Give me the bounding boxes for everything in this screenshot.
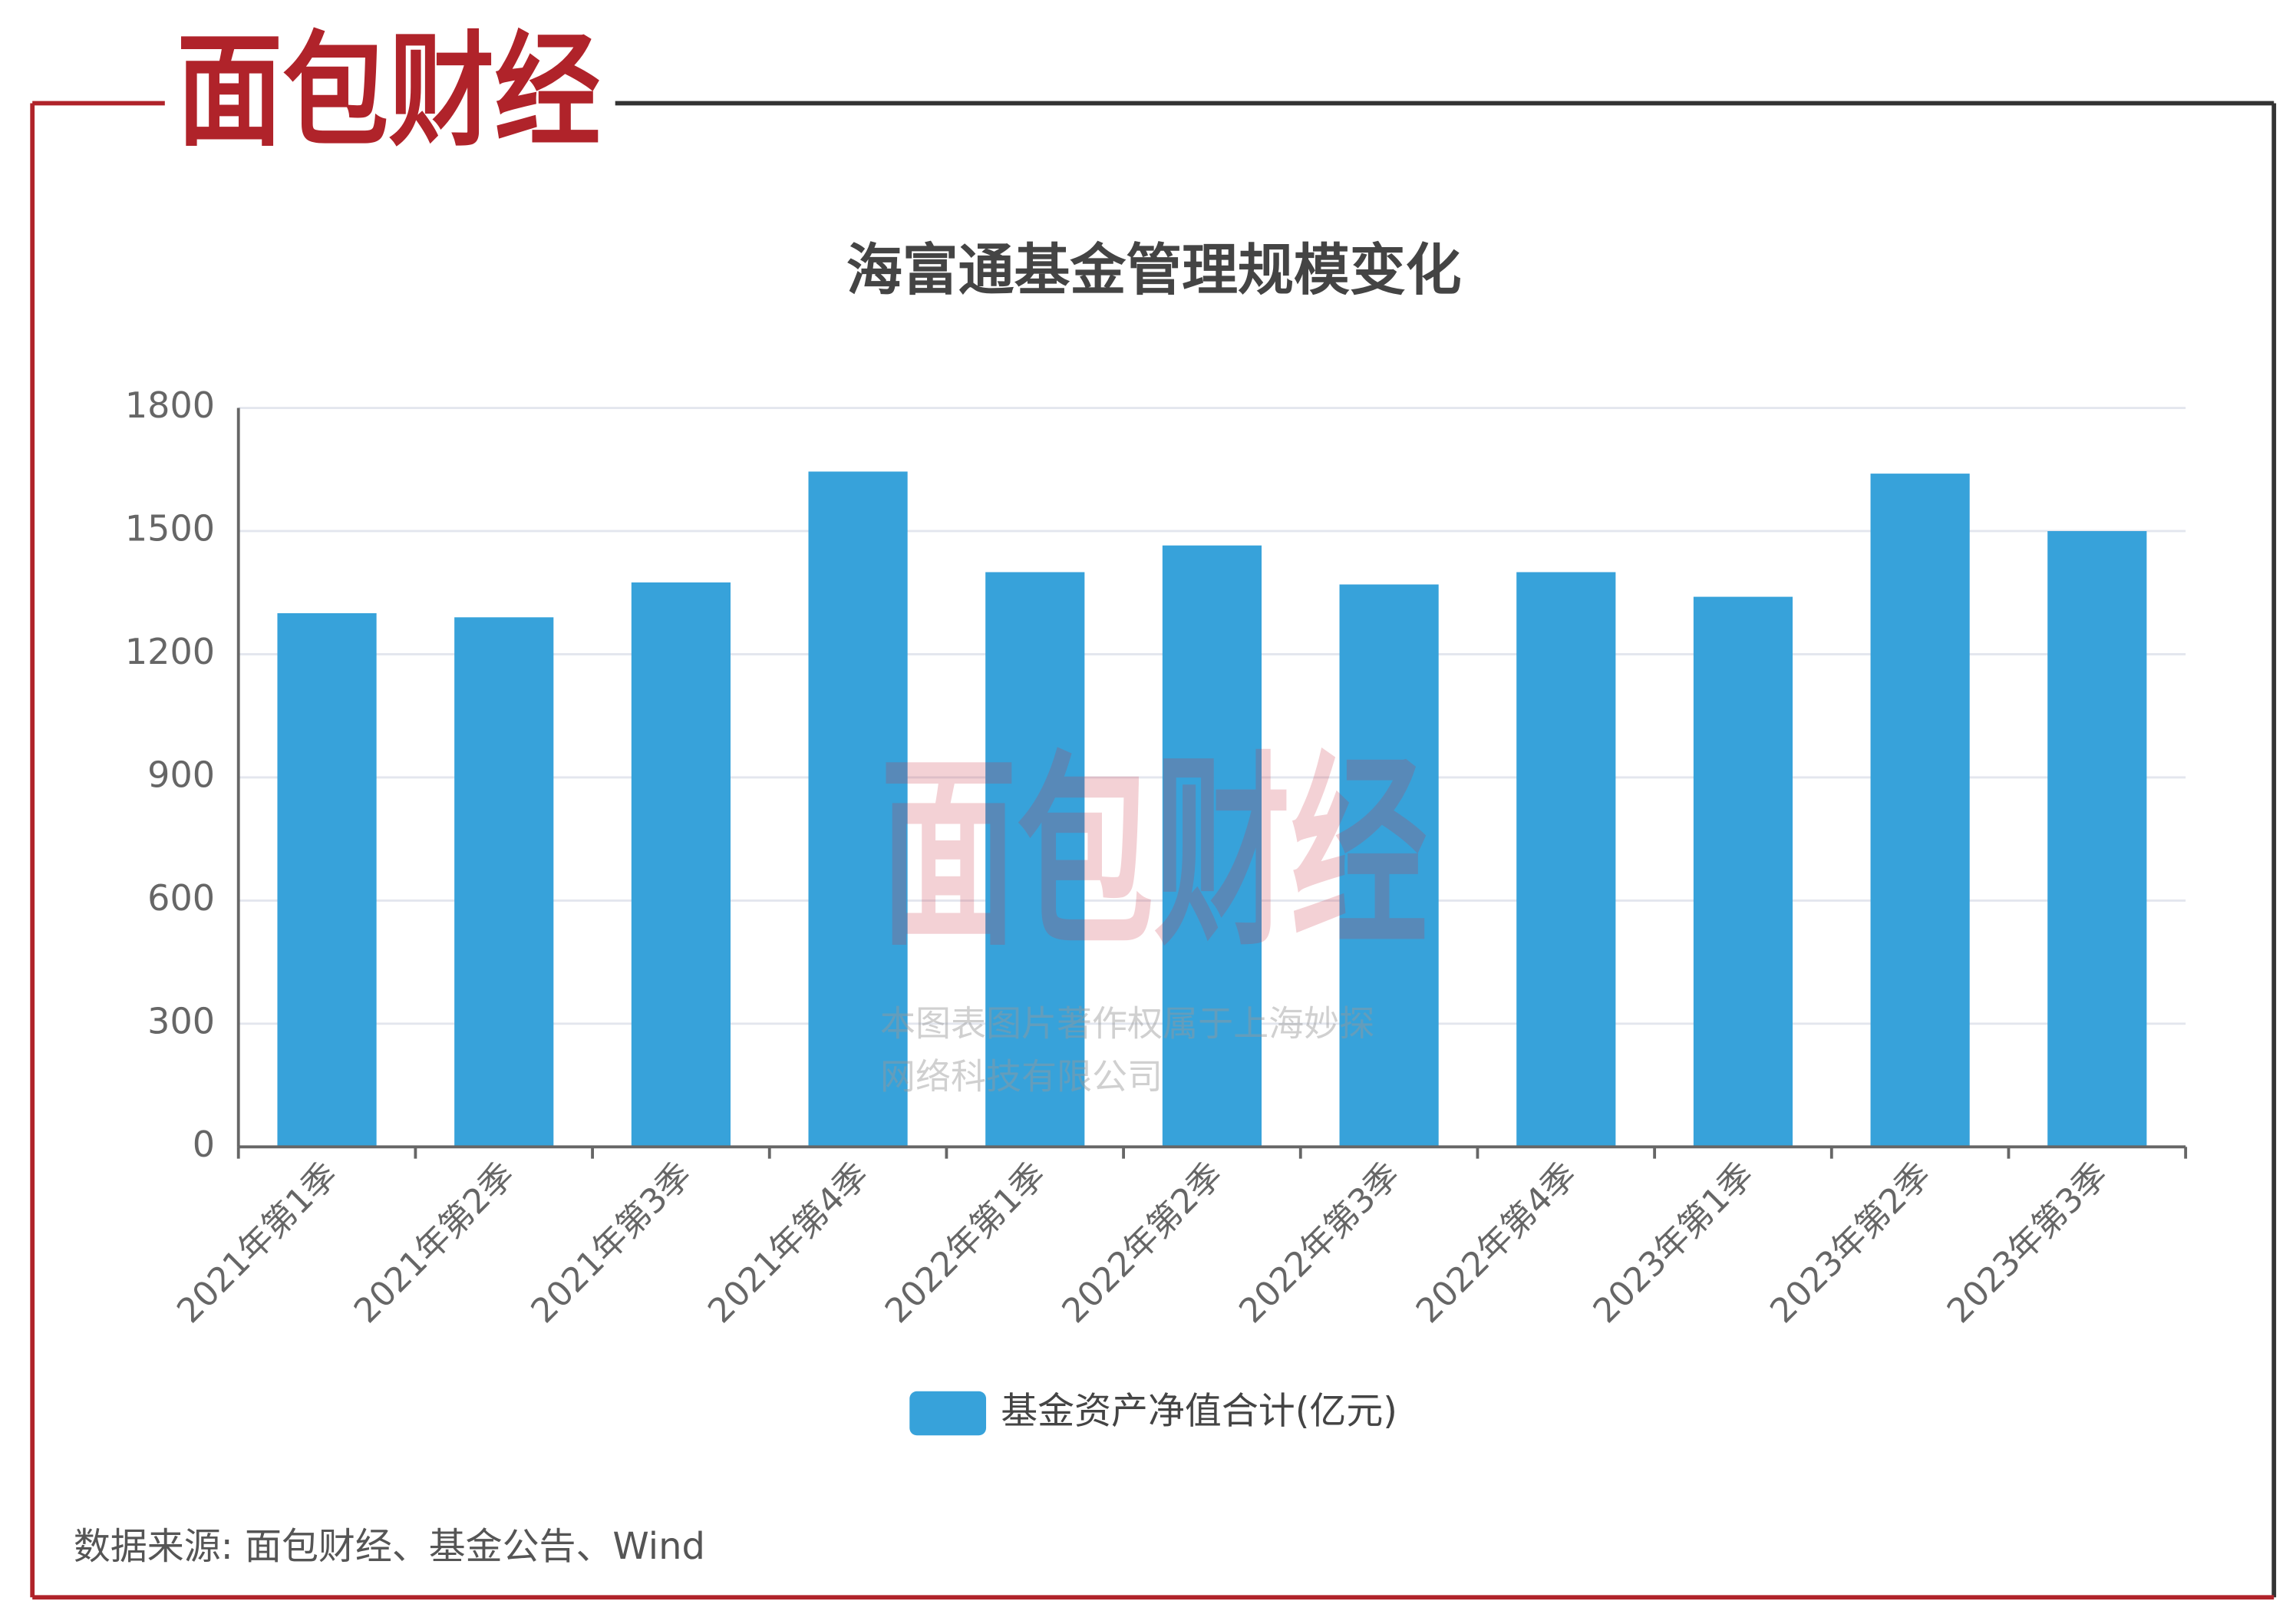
bar <box>985 572 1085 1147</box>
y-tick-label: 900 <box>147 754 215 795</box>
bar <box>454 617 554 1147</box>
watermark-text: 本图表图片著作权属于上海妙探 <box>880 1003 1374 1045</box>
bar <box>1870 474 1970 1147</box>
bar <box>631 582 731 1147</box>
watermark-text: 网络科技有限公司 <box>880 1056 1163 1098</box>
bar <box>1693 596 1793 1147</box>
y-tick-label: 1500 <box>125 507 215 549</box>
bar <box>277 612 377 1147</box>
bar <box>808 471 908 1147</box>
y-tick-label: 300 <box>147 1000 215 1041</box>
y-tick-label: 1200 <box>125 631 215 672</box>
bar <box>1339 584 1439 1147</box>
bar <box>2047 530 2147 1147</box>
source-note: 数据来源: 面包财经、基金公告、Wind <box>74 1526 705 1568</box>
y-tick-label: 1800 <box>125 385 215 426</box>
legend-swatch <box>909 1391 987 1436</box>
chart-title: 海富通基金管理规模变化 <box>846 238 1462 303</box>
y-tick-label: 0 <box>193 1124 215 1165</box>
bar <box>1516 572 1616 1147</box>
bar <box>1162 545 1262 1147</box>
watermark-logo: 面包财经 <box>880 734 1427 974</box>
y-tick-label: 600 <box>147 877 215 919</box>
logo: 面包财经 <box>176 19 600 163</box>
legend-label: 基金资产净值合计(亿元) <box>1001 1390 1397 1432</box>
